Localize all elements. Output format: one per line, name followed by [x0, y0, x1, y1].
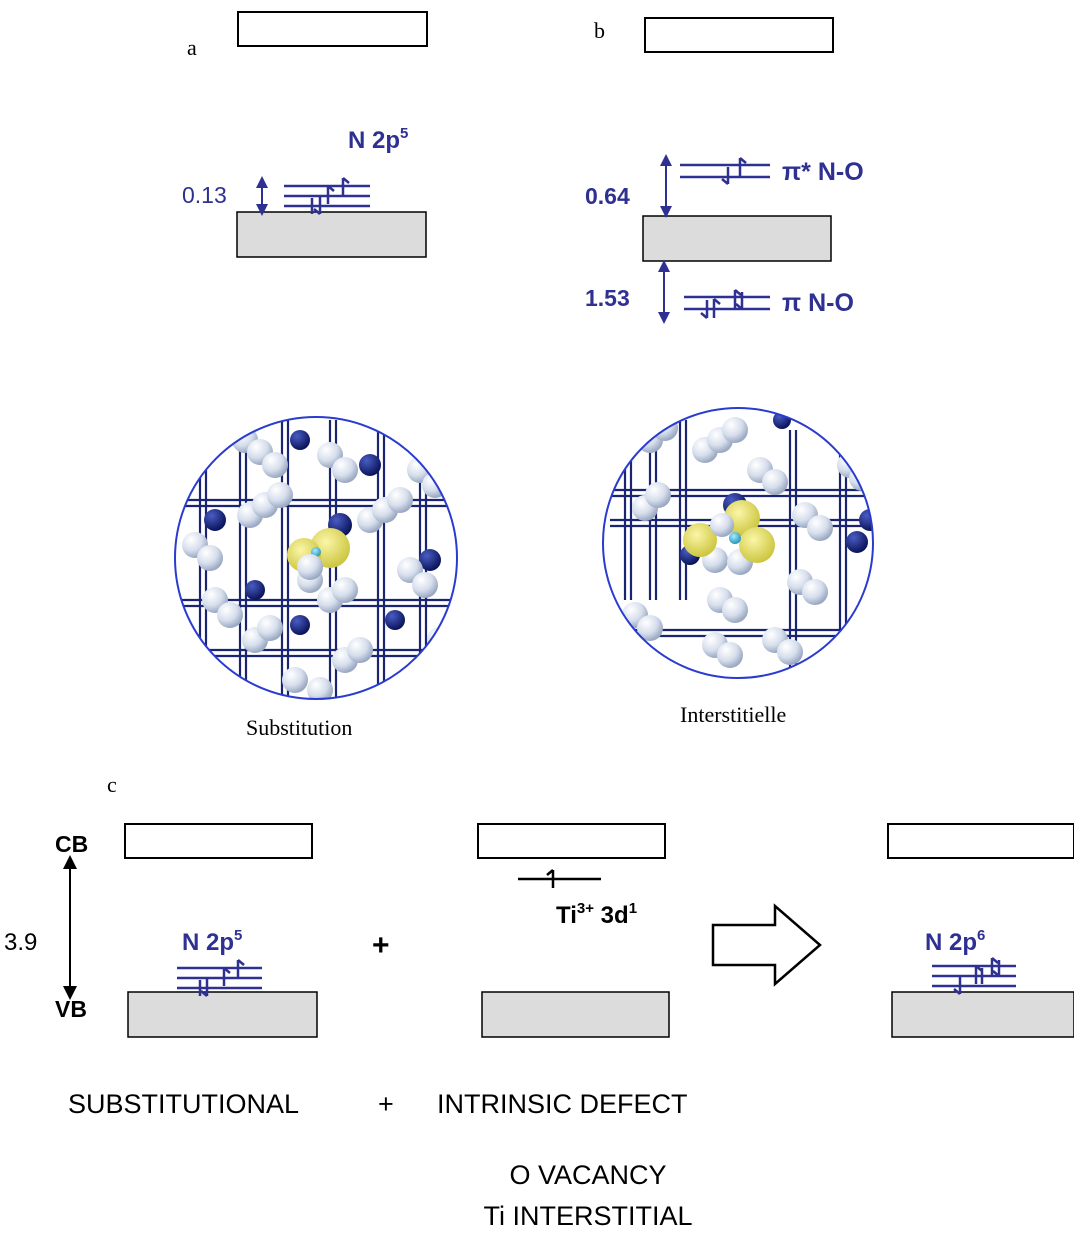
- o-vacancy-label: O VACANCY: [509, 1160, 666, 1190]
- panel-b-pi-levels: [684, 289, 770, 319]
- crystal-structure-substitution: Substitution: [174, 416, 458, 740]
- panel-b-lower-label: π N-O: [782, 289, 854, 317]
- left-n2p-levels: [177, 959, 262, 997]
- substitutional-label: SUBSTITUTIONAL: [68, 1089, 299, 1119]
- ti3-level-label: Ti3+ 3d1: [556, 900, 637, 929]
- intrinsic-defect-label: INTRINSIC DEFECT: [437, 1089, 688, 1119]
- cb-label: CB: [55, 831, 88, 857]
- plus-sign-top: +: [372, 929, 390, 962]
- left-level-label: N 2p5: [182, 927, 242, 956]
- panel-b-valence-band: [642, 215, 832, 262]
- plus-sign-bottom: +: [378, 1089, 394, 1119]
- vb-label: VB: [55, 996, 87, 1022]
- panel-b: b 0.64 π* N-O 1.53 π N-O: [585, 17, 864, 324]
- panel-a-conduction-band: [237, 11, 428, 47]
- right-valence-band: [891, 991, 1074, 1038]
- right-level-label: N 2p6: [925, 927, 985, 956]
- panel-b-label: b: [594, 18, 605, 43]
- middle-conduction-band: [477, 823, 666, 859]
- panel-c: c CB VB 3.9 N 2p5 + Ti3+ 3d1: [4, 772, 1074, 1231]
- middle-valence-band: [481, 991, 670, 1038]
- panel-a-n2p-levels: [284, 177, 370, 215]
- crystal-structure-interstitial: Interstitielle: [602, 407, 874, 727]
- right-conduction-band: [887, 823, 1074, 859]
- left-valence-band: [127, 991, 318, 1038]
- panel-a-caption: Substitution: [246, 715, 352, 740]
- left-conduction-band: [124, 823, 313, 859]
- panel-a-gap-value: 0.13: [182, 182, 227, 208]
- panel-b-pi-star-levels: [680, 157, 770, 185]
- panel-c-label: c: [107, 772, 117, 797]
- panel-a-level-label: N 2p5: [348, 125, 408, 154]
- right-n2p-levels: [932, 957, 1016, 995]
- band-gap-value: 3.9: [4, 929, 37, 956]
- panel-b-upper-label: π* N-O: [782, 158, 864, 186]
- panel-b-caption: Interstitielle: [680, 702, 786, 727]
- panel-a-label: a: [187, 35, 197, 60]
- ti-interstitial-label: Ti INTERSTITIAL: [483, 1201, 692, 1231]
- panel-a-valence-band: [236, 211, 427, 258]
- panel-b-conduction-band: [644, 17, 834, 53]
- result-arrow: [711, 903, 822, 987]
- panel-b-lower-value: 1.53: [585, 285, 630, 311]
- panel-a: a N 2p5 0.13: [182, 11, 428, 258]
- panel-b-upper-value: 0.64: [585, 183, 630, 209]
- ti3-defect-level: [518, 869, 601, 888]
